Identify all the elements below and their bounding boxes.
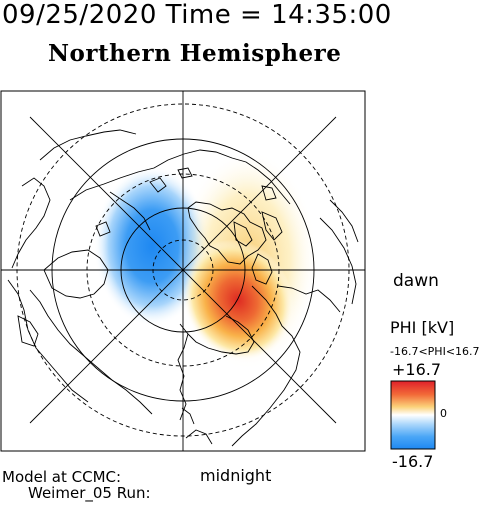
colorbar-min-label: -16.7 <box>392 452 434 471</box>
colorbar-range: -16.7<PHI<16.7 <box>390 345 480 358</box>
hemisphere-title: Northern Hemisphere <box>48 40 342 67</box>
dawn-label: dawn <box>393 271 439 291</box>
midnight-label: midnight <box>200 466 272 485</box>
polar-potential-map <box>0 90 366 452</box>
header-datetime: 09/25/2020 Time = 14:35:00 <box>2 0 392 30</box>
model-label: Model at CCMC: <box>2 468 122 486</box>
meridian-grid <box>1 91 365 451</box>
colorbar-zero-label: 0 <box>440 407 447 420</box>
colorbar-title: PHI [kV] <box>390 318 455 337</box>
run-label: Weimer_05 Run: <box>28 484 151 502</box>
colorbar <box>390 380 436 450</box>
colorbar-max-label: +16.7 <box>392 360 442 379</box>
